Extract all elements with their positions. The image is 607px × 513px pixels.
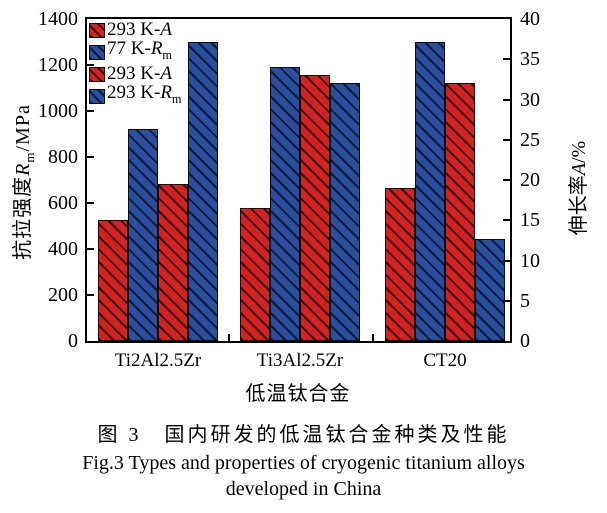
bar-CT20-293K-A: [445, 83, 475, 341]
bar-Ti3Al2.5Zr-77K-Rm: [270, 67, 300, 341]
left-axis-tick-label: 600: [48, 192, 78, 214]
right-axis-tick-label: 5: [520, 290, 530, 312]
left-axis-tick: [87, 64, 94, 66]
right-axis-tick-label: 25: [520, 129, 540, 151]
left-axis-tick: [87, 294, 94, 296]
right-axis-tick: [503, 260, 510, 262]
right-axis-symbol: A: [568, 163, 590, 176]
right-axis-tick-label: 35: [520, 48, 540, 70]
figure-caption: 图 3 国内研发的低温钛合金种类及性能 Fig.3 Types and prop…: [0, 421, 607, 502]
left-axis-tick-label: 1000: [38, 100, 78, 122]
legend-label: 77 K-Rm: [107, 38, 173, 62]
bar-Ti3Al2.5Zr-293K-A: [300, 75, 330, 341]
legend-item-2: 293 K-A: [89, 63, 182, 85]
right-axis-tick: [503, 58, 510, 60]
right-axis-tick-label: 20: [520, 169, 540, 191]
caption-english-line2: developed in China: [225, 478, 382, 500]
left-axis-tick: [87, 156, 94, 158]
right-axis-tick: [503, 300, 510, 302]
legend-label: 293 K-A: [107, 63, 172, 84]
left-axis-tick-label: 800: [48, 146, 78, 168]
left-axis-tick-label: 1400: [38, 8, 78, 30]
left-axis-tick: [87, 202, 94, 204]
left-axis-tick-label: 200: [48, 284, 78, 306]
bar-Ti3Al2.5Zr-293K-Rm: [330, 83, 360, 341]
left-axis-tick: [87, 248, 94, 250]
legend-item-3: 293 K-Rm: [89, 82, 182, 107]
right-axis-tick-label: 15: [520, 209, 540, 231]
legend-swatch-icon: [89, 88, 105, 104]
right-axis-tick: [503, 219, 510, 221]
right-axis-unit: /%: [568, 140, 590, 163]
right-axis-tick-label: 10: [520, 250, 540, 272]
legend-label: 293 K-A: [107, 19, 172, 40]
legend-swatch-icon: [89, 66, 105, 82]
right-axis-tick-label: 40: [520, 8, 540, 30]
bar-Ti2Al2.5Zr-293K-Rm: [188, 42, 218, 341]
x-axis-tick: [228, 334, 230, 341]
right-axis-title-text: 伸长率: [568, 175, 590, 236]
legend-swatch-icon: [89, 22, 105, 38]
bar-CT20-293K-Rm: [475, 239, 505, 341]
right-axis-tick-label: 30: [520, 89, 540, 111]
legend-item-1: 77 K-Rm: [89, 38, 182, 63]
bar-Ti2Al2.5Zr-293K-A: [158, 184, 188, 341]
category-label-Ti3Al2.5Zr: Ti3Al2.5Zr: [256, 350, 344, 371]
left-axis-tick-label: 400: [48, 238, 78, 260]
bar-CT20-77K-Rm: [415, 42, 445, 341]
caption-english-line1: Fig.3 Types and properties of cryogenic …: [82, 452, 525, 474]
category-label-CT20: CT20: [423, 350, 467, 371]
caption-chinese: 图 3 国内研发的低温钛合金种类及性能: [97, 424, 510, 446]
legend: 293 K-A 77 K-Rm 293 K-A 293 K-Rm: [89, 19, 182, 107]
bar-Ti3Al2.5Zr-293K-A: [240, 208, 270, 341]
right-axis-tick-label: 0: [520, 330, 530, 352]
left-axis-tick: [87, 110, 94, 112]
right-axis-tick: [503, 99, 510, 101]
legend-label: 293 K-Rm: [107, 82, 182, 106]
x-axis-title: 低温钛合金: [245, 383, 351, 405]
plot-area: 293 K-A 77 K-Rm 293 K-A 293 K-Rm: [85, 17, 512, 343]
legend-item-0: 293 K-A: [89, 19, 182, 41]
right-axis-tick: [503, 179, 510, 181]
legend-swatch-icon: [89, 44, 105, 60]
right-axis-tick: [503, 139, 510, 141]
bar-Ti2Al2.5Zr-293K-A: [98, 220, 128, 341]
left-axis-title: 抗拉强度Rm/MPa: [6, 104, 38, 260]
left-axis-tick-label: 1200: [38, 54, 78, 76]
bar-Ti2Al2.5Zr-77K-Rm: [128, 129, 158, 341]
bar-CT20-293K-A: [385, 188, 415, 341]
left-axis-tick-label: 0: [68, 330, 78, 352]
category-label-Ti2Al2.5Zr: Ti2Al2.5Zr: [114, 350, 202, 371]
x-axis-tick: [372, 334, 374, 341]
